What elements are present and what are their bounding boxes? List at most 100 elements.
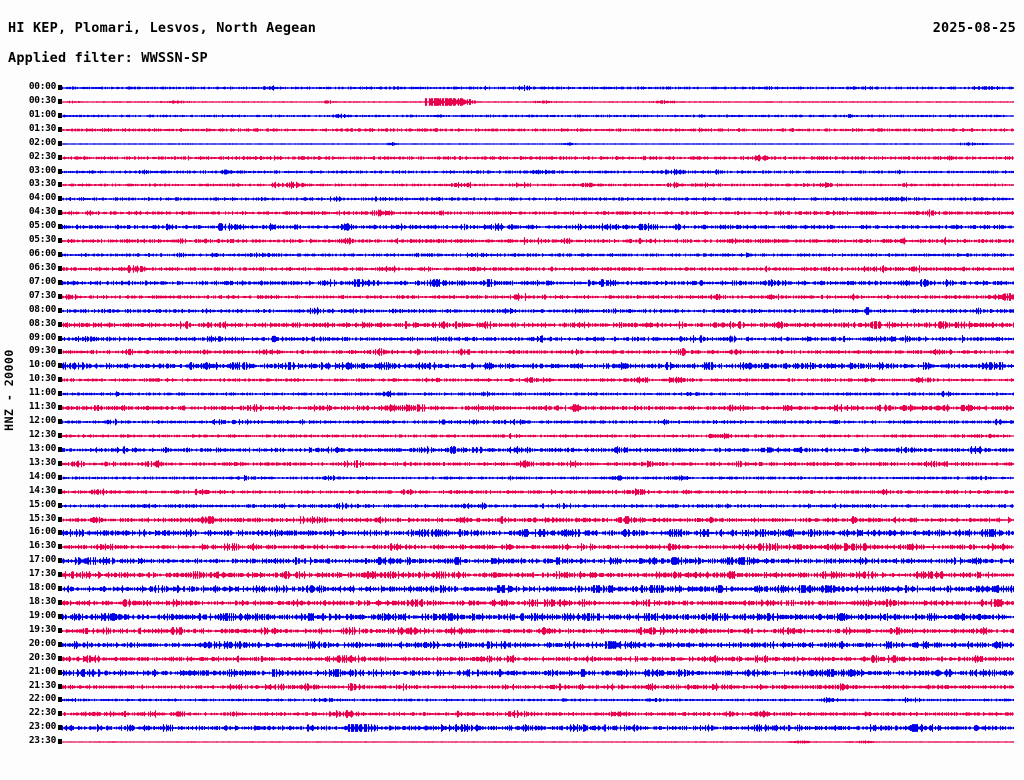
axis-tick bbox=[58, 600, 62, 606]
trace-row: 10:30 bbox=[0, 373, 1024, 388]
seismogram-trace[interactable] bbox=[62, 81, 1014, 95]
seismogram-trace[interactable] bbox=[62, 554, 1014, 569]
seismogram-trace[interactable] bbox=[62, 498, 1014, 513]
seismogram-trace[interactable] bbox=[62, 303, 1014, 318]
axis-tick bbox=[58, 739, 62, 745]
axis-tick bbox=[58, 98, 62, 104]
recording-date: 2025-08-25 bbox=[932, 20, 1016, 36]
trace-time-label: 02:00 bbox=[28, 136, 56, 148]
trace-row: 07:00 bbox=[0, 275, 1024, 291]
axis-tick bbox=[58, 544, 62, 550]
seismogram-trace[interactable] bbox=[62, 665, 1014, 680]
trace-time-label: 09:00 bbox=[28, 331, 56, 343]
trace-row: 23:00 bbox=[0, 721, 1024, 736]
seismogram-trace[interactable] bbox=[62, 582, 1014, 597]
axis-tick bbox=[58, 196, 62, 202]
seismogram-trace[interactable] bbox=[62, 623, 1014, 638]
seismogram-trace[interactable] bbox=[62, 345, 1014, 360]
trace-row: 15:00 bbox=[0, 498, 1024, 514]
seismogram-trace[interactable] bbox=[62, 150, 1014, 165]
axis-tick bbox=[58, 502, 62, 508]
seismogram-trace[interactable] bbox=[62, 693, 1014, 708]
axis-tick bbox=[58, 446, 62, 452]
axis-tick bbox=[58, 279, 62, 285]
seismogram-trace[interactable] bbox=[62, 220, 1014, 235]
trace-row: 20:30 bbox=[0, 651, 1024, 667]
seismogram-trace[interactable] bbox=[62, 261, 1014, 276]
trace-time-label: 18:00 bbox=[28, 582, 56, 594]
axis-tick bbox=[58, 154, 62, 160]
seismogram-trace[interactable] bbox=[62, 484, 1014, 499]
trace-row: 17:30 bbox=[0, 568, 1024, 583]
axis-tick bbox=[58, 613, 62, 619]
trace-row: 04:00 bbox=[0, 192, 1024, 207]
seismogram-trace[interactable] bbox=[62, 512, 1014, 527]
trace-row: 04:30 bbox=[0, 206, 1024, 221]
seismogram-trace[interactable] bbox=[62, 651, 1014, 666]
seismogram-trace[interactable] bbox=[62, 359, 1014, 374]
seismogram-trace[interactable] bbox=[62, 289, 1014, 304]
seismogram-trace[interactable] bbox=[62, 442, 1014, 457]
seismogram-trace[interactable] bbox=[62, 178, 1014, 193]
axis-tick bbox=[58, 335, 62, 341]
seismogram-trace[interactable] bbox=[62, 721, 1014, 736]
trace-row: 19:00 bbox=[0, 609, 1024, 625]
seismogram-trace[interactable] bbox=[62, 192, 1014, 207]
trace-time-label: 09:30 bbox=[28, 345, 56, 357]
seismogram-trace[interactable] bbox=[62, 596, 1014, 611]
seismogram-trace[interactable] bbox=[62, 248, 1014, 263]
seismogram-trace[interactable] bbox=[62, 401, 1014, 416]
seismogram-trace[interactable] bbox=[62, 609, 1014, 624]
trace-time-label: 18:30 bbox=[28, 596, 56, 608]
seismogram-trace[interactable] bbox=[62, 735, 1014, 750]
trace-row: 12:00 bbox=[0, 415, 1024, 430]
trace-time-label: 14:30 bbox=[28, 484, 56, 496]
seismogram-trace[interactable] bbox=[62, 429, 1014, 443]
trace-time-label: 20:30 bbox=[28, 651, 56, 663]
seismogram-trace[interactable] bbox=[62, 387, 1014, 402]
seismogram-trace[interactable] bbox=[62, 317, 1014, 332]
seismogram-trace[interactable] bbox=[62, 373, 1014, 388]
trace-row: 20:00 bbox=[0, 637, 1024, 653]
seismogram-trace[interactable] bbox=[62, 415, 1014, 430]
seismogram-trace[interactable] bbox=[62, 637, 1014, 652]
axis-tick bbox=[58, 433, 62, 438]
seismogram-trace[interactable] bbox=[62, 94, 1014, 109]
axis-tick bbox=[58, 391, 62, 397]
page-title: HI KEP, Plomari, Lesvos, North Aegean bbox=[8, 20, 317, 36]
trace-time-label: 17:00 bbox=[28, 554, 56, 566]
trace-row: 02:30 bbox=[0, 150, 1024, 166]
trace-time-label: 16:00 bbox=[28, 526, 56, 538]
trace-row: 17:00 bbox=[0, 554, 1024, 569]
seismogram-trace[interactable] bbox=[62, 136, 1014, 151]
seismogram-trace[interactable] bbox=[62, 331, 1014, 346]
seismogram-trace[interactable] bbox=[62, 470, 1014, 485]
trace-time-label: 13:00 bbox=[28, 442, 56, 454]
seismogram-trace[interactable] bbox=[62, 540, 1014, 555]
trace-row: 23:30 bbox=[0, 735, 1024, 750]
axis-tick bbox=[58, 238, 62, 244]
seismogram-trace[interactable] bbox=[62, 122, 1014, 137]
seismogram-trace[interactable] bbox=[62, 679, 1014, 694]
trace-row: 10:00 bbox=[0, 359, 1024, 374]
trace-time-label: 01:00 bbox=[28, 108, 56, 120]
axis-tick bbox=[58, 363, 62, 369]
trace-time-label: 02:30 bbox=[28, 150, 56, 162]
seismogram-trace[interactable] bbox=[62, 108, 1014, 123]
trace-row: 15:30 bbox=[0, 512, 1024, 528]
seismogram-trace[interactable] bbox=[62, 707, 1014, 722]
axis-tick bbox=[58, 224, 62, 230]
seismogram-trace[interactable] bbox=[62, 206, 1014, 221]
trace-row: 00:30 bbox=[0, 94, 1024, 110]
seismogram-trace[interactable] bbox=[62, 164, 1014, 179]
trace-time-label: 13:30 bbox=[28, 456, 56, 468]
trace-row: 03:30 bbox=[0, 178, 1024, 193]
trace-row: 12:30 bbox=[0, 429, 1024, 444]
seismogram-trace[interactable] bbox=[62, 456, 1014, 471]
axis-tick bbox=[58, 112, 62, 118]
seismogram-trace[interactable] bbox=[62, 234, 1014, 249]
seismogram-trace[interactable] bbox=[62, 568, 1014, 583]
trace-row: 21:30 bbox=[0, 679, 1024, 695]
seismogram-trace[interactable] bbox=[62, 526, 1014, 541]
seismogram-trace[interactable] bbox=[62, 275, 1014, 290]
